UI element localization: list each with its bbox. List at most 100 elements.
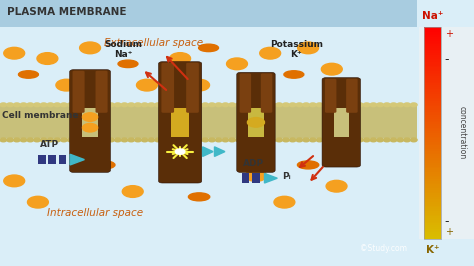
Circle shape [263,103,269,107]
Bar [424,126,441,128]
FancyBboxPatch shape [186,63,199,113]
Bar [424,231,441,232]
Bar [424,197,441,199]
Bar [424,64,441,66]
Bar [424,188,441,190]
Circle shape [137,79,157,91]
Bar [424,184,441,186]
Circle shape [34,138,40,142]
Text: Extracellular space: Extracellular space [104,38,203,48]
Bar [48,155,56,164]
Bar [424,195,441,197]
Circle shape [108,138,114,142]
Circle shape [330,103,337,107]
Circle shape [168,103,175,107]
Circle shape [114,103,121,107]
Circle shape [61,103,67,107]
Circle shape [148,138,155,142]
Bar [424,48,441,50]
Bar [424,99,441,101]
Bar [424,53,441,55]
Circle shape [122,186,143,197]
Circle shape [323,138,329,142]
Circle shape [0,103,7,107]
Bar [424,152,441,154]
Bar [424,90,441,92]
Bar [424,206,441,207]
Bar [424,83,441,85]
Bar [424,190,441,192]
Circle shape [82,113,98,121]
Bar [424,215,441,216]
Circle shape [148,103,155,107]
Circle shape [390,103,397,107]
Bar [424,213,441,215]
Circle shape [27,103,34,107]
Bar [424,92,441,94]
Circle shape [242,103,249,107]
Circle shape [202,103,209,107]
Bar [424,120,441,122]
Circle shape [289,103,296,107]
Circle shape [377,103,383,107]
FancyBboxPatch shape [73,71,84,113]
Bar [424,82,441,83]
Bar [424,183,441,184]
Circle shape [54,138,61,142]
Bar [424,144,441,146]
Bar [0,0,417,27]
Bar [424,154,441,156]
Bar [424,32,441,34]
Text: ATP: ATP [40,140,59,149]
Circle shape [182,103,188,107]
Bar [424,204,441,206]
Circle shape [410,103,417,107]
Circle shape [162,103,168,107]
Bar [424,179,441,181]
Circle shape [343,103,350,107]
Bar [424,236,441,238]
Circle shape [323,103,329,107]
Circle shape [128,138,135,142]
Bar [424,172,441,174]
Bar [424,106,441,108]
Bar [424,147,441,149]
Circle shape [54,103,61,107]
Circle shape [242,138,249,142]
Circle shape [236,103,242,107]
Bar [334,108,349,137]
Bar [424,27,441,239]
Bar [424,130,441,131]
Circle shape [162,138,168,142]
Circle shape [215,103,222,107]
Bar [424,160,441,161]
Circle shape [175,138,182,142]
Circle shape [263,138,269,142]
Bar [424,76,441,78]
Circle shape [81,103,87,107]
Bar [424,41,441,43]
Circle shape [364,103,370,107]
Circle shape [377,138,383,142]
Circle shape [135,103,141,107]
Circle shape [227,58,247,70]
Bar [424,216,441,218]
Bar [242,173,249,183]
Circle shape [82,123,98,132]
Ellipse shape [199,44,219,52]
Circle shape [160,167,181,179]
Circle shape [316,103,323,107]
Bar [424,227,441,229]
Circle shape [241,79,262,91]
Bar [248,108,264,137]
Polygon shape [202,147,213,156]
Circle shape [276,138,283,142]
Bar [424,115,441,117]
Circle shape [202,138,209,142]
Circle shape [383,138,390,142]
Circle shape [209,103,215,107]
Bar [424,165,441,167]
Circle shape [289,138,296,142]
Circle shape [296,138,303,142]
Circle shape [47,138,54,142]
